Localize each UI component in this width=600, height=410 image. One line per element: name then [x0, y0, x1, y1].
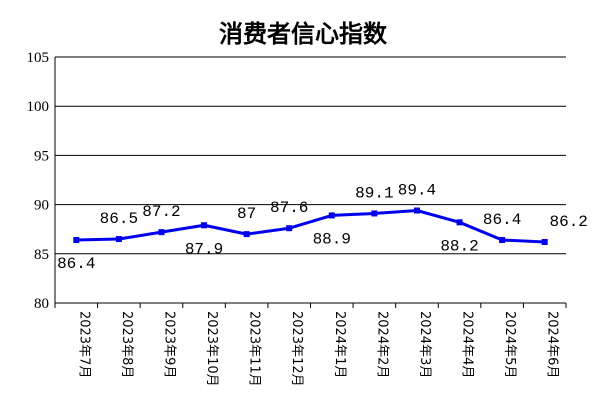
- x-axis: 2023年7月 2023年8月 2023年9月 2023年10月 2023年11月 202…: [54, 302, 567, 387]
- x-tick-label: 2023年8月: [119, 311, 134, 378]
- data-label: 86.2: [550, 213, 588, 231]
- data-point: [158, 229, 165, 236]
- data-label: 89.4: [398, 182, 436, 200]
- x-tick-label: 2023年12月: [289, 311, 304, 387]
- y-tick-label: 90: [34, 198, 49, 214]
- data-point: [499, 237, 506, 244]
- y-axis: 80 85 90 95 100 105: [27, 50, 56, 312]
- x-tick-label: 2024年6月: [545, 311, 560, 378]
- data-label: 86.5: [100, 210, 138, 228]
- data-label: 89.1: [355, 184, 393, 202]
- data-point: [286, 225, 293, 232]
- y-tick-label: 95: [34, 148, 49, 164]
- x-tick-label: 2024年3月: [417, 311, 432, 378]
- data-point: [243, 231, 250, 238]
- x-tick-label: 2023年7月: [76, 311, 91, 378]
- gridlines: [55, 56, 566, 255]
- data-point: [371, 210, 378, 217]
- x-tick-label: 2023年11月: [247, 311, 262, 387]
- data-point: [328, 212, 335, 219]
- chart-title: 消费者信心指数: [219, 20, 388, 48]
- data-point: [541, 238, 548, 245]
- data-label: 86.4: [483, 211, 521, 229]
- data-label: 86.4: [57, 255, 95, 273]
- y-tick-label: 80: [34, 296, 49, 312]
- data-point: [413, 207, 420, 214]
- data-label: 87.6: [270, 199, 308, 217]
- series-line: [73, 207, 548, 245]
- x-tick-label: 2024年5月: [502, 311, 517, 378]
- data-point: [456, 219, 463, 226]
- y-tick-label: 85: [34, 247, 49, 263]
- y-tick-label: 105: [27, 50, 50, 66]
- data-labels: 86.4 86.5 87.2 87.9 87 87.6 88.9 89.1 89.4 88.2 86…: [57, 182, 588, 274]
- y-tick-label: 100: [27, 99, 50, 115]
- data-label: 87.9: [185, 240, 223, 258]
- series-line-path: [76, 209, 545, 244]
- x-tick-label: 2024年2月: [374, 311, 389, 378]
- data-label: 88.9: [313, 230, 351, 248]
- x-tick-label: 2024年4月: [460, 311, 475, 378]
- data-point: [201, 222, 208, 229]
- x-tick-label: 2023年10月: [204, 311, 219, 387]
- x-tick-label: 2024年1月: [332, 311, 347, 378]
- data-point: [115, 236, 122, 243]
- data-label: 87: [237, 205, 256, 223]
- data-label: 87.2: [142, 203, 180, 221]
- data-label: 88.2: [440, 237, 478, 255]
- x-tick-label: 2023年9月: [161, 311, 176, 378]
- data-point: [73, 237, 80, 244]
